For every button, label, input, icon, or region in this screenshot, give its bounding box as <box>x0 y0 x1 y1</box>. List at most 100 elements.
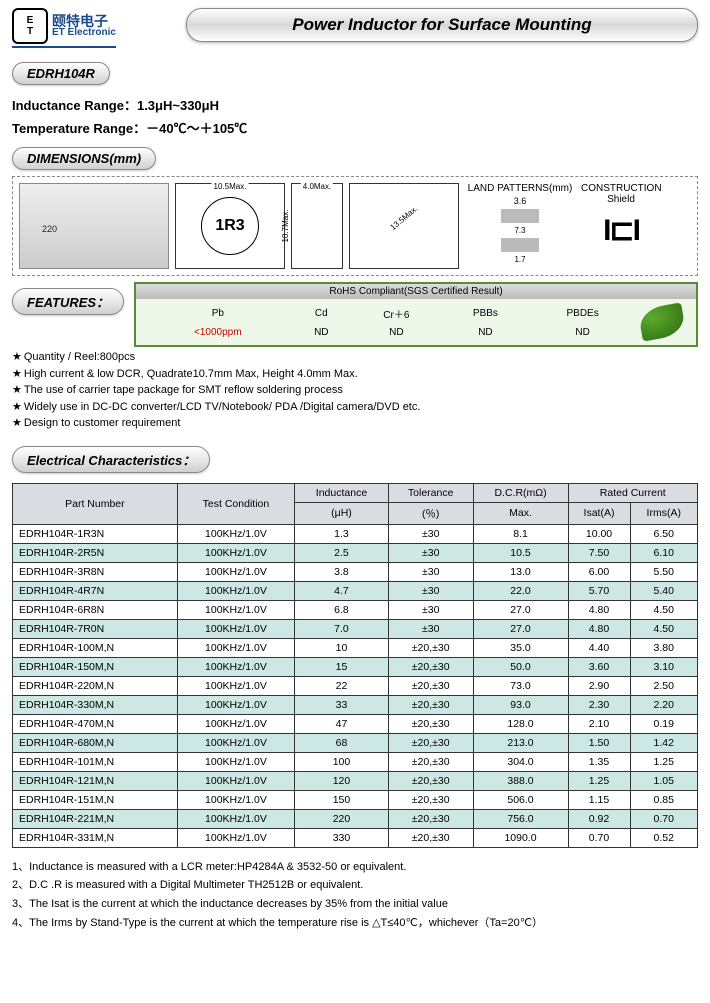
cell-test: 100KHz/1.0V <box>177 714 294 733</box>
cell-part: EDRH104R-101M,N <box>13 752 178 771</box>
rohs-box: RoHS Compliant(SGS Certified Result) PbC… <box>134 282 698 347</box>
note-line: 4、The Irms by Stand-Type is the current … <box>12 914 698 933</box>
constr-title: CONSTRUCTION <box>581 183 661 194</box>
cell-dcr: 50.0 <box>473 657 568 676</box>
cell-ind: 150 <box>295 790 389 809</box>
cell-tol: ±20,±30 <box>388 809 473 828</box>
rohs-header: RoHS Compliant(SGS Certified Result) <box>136 284 696 299</box>
drawing-side: 4.0Max. <box>291 183 343 269</box>
cell-test: 100KHz/1.0V <box>177 828 294 847</box>
rohs-val: ND <box>351 325 442 341</box>
cell-dcr: 13.0 <box>473 562 568 581</box>
cell-ind: 2.5 <box>295 543 389 562</box>
cell-isat: 3.60 <box>568 657 630 676</box>
col-ind-sub: (μH) <box>295 502 389 524</box>
cell-tol: ±30 <box>388 562 473 581</box>
cell-isat: 2.10 <box>568 714 630 733</box>
cell-tol: ±20,±30 <box>388 657 473 676</box>
cell-ind: 10 <box>295 638 389 657</box>
leaf-icon <box>638 302 687 341</box>
col-isat: Isat(A) <box>568 502 630 524</box>
table-row: EDRH104R-7R0N 100KHz/1.0V 7.0 ±30 27.0 4… <box>13 619 698 638</box>
dim-side-h: 4.0Max. <box>301 182 333 191</box>
cell-irms: 0.52 <box>630 828 698 847</box>
cell-tol: ±30 <box>388 600 473 619</box>
constr-sub: Shield <box>581 194 661 205</box>
col-tol-sub: (％) <box>388 502 473 524</box>
cell-test: 100KHz/1.0V <box>177 543 294 562</box>
notes: 1、Inductance is measured with a LCR mete… <box>12 858 698 933</box>
land-pad <box>501 209 539 223</box>
logo: E T 颐特电子 ET Electronic <box>12 8 116 48</box>
cell-dcr: 756.0 <box>473 809 568 828</box>
cell-ind: 6.8 <box>295 600 389 619</box>
cell-ind: 7.0 <box>295 619 389 638</box>
col-irms: Irms(A) <box>630 502 698 524</box>
cell-part: EDRH104R-470M,N <box>13 714 178 733</box>
cell-dcr: 8.1 <box>473 524 568 543</box>
cell-isat: 1.50 <box>568 733 630 752</box>
cell-isat: 1.35 <box>568 752 630 771</box>
cell-test: 100KHz/1.0V <box>177 752 294 771</box>
rohs-col: PBDEs <box>529 303 636 325</box>
cell-tol: ±20,±30 <box>388 676 473 695</box>
note-line: 2、D.C .R is measured with a Digital Mult… <box>12 876 698 895</box>
spec-line: Inductance Range：1.3μH~330μH <box>12 95 698 114</box>
logo-mark-top: E <box>27 15 34 26</box>
cell-test: 100KHz/1.0V <box>177 657 294 676</box>
cell-tol: ±30 <box>388 581 473 600</box>
cell-dcr: 304.0 <box>473 752 568 771</box>
product-photo <box>19 183 169 269</box>
table-row: EDRH104R-680M,N 100KHz/1.0V 68 ±20,±30 2… <box>13 733 698 752</box>
cell-tol: ±20,±30 <box>388 771 473 790</box>
cell-test: 100KHz/1.0V <box>177 524 294 543</box>
dim-height: 10.7Max. <box>281 210 290 243</box>
cell-isat: 0.70 <box>568 828 630 847</box>
cell-isat: 4.40 <box>568 638 630 657</box>
table-row: EDRH104R-220M,N 100KHz/1.0V 22 ±20,±30 7… <box>13 676 698 695</box>
table-row: EDRH104R-151M,N 100KHz/1.0V 150 ±20,±30 … <box>13 790 698 809</box>
table-row: EDRH104R-330M,N 100KHz/1.0V 33 ±20,±30 9… <box>13 695 698 714</box>
cell-dcr: 10.5 <box>473 543 568 562</box>
rohs-col: Cd <box>292 303 352 325</box>
features-list: Quantity / Reel:800pcsHigh current & low… <box>12 349 698 432</box>
cell-part: EDRH104R-3R8N <box>13 562 178 581</box>
cell-part: EDRH104R-220M,N <box>13 676 178 695</box>
col-ind: Inductance <box>295 483 389 502</box>
cell-part: EDRH104R-1R3N <box>13 524 178 543</box>
cell-irms: 3.80 <box>630 638 698 657</box>
cell-isat: 2.90 <box>568 676 630 695</box>
dim-diag: 13.5Max. <box>389 204 420 232</box>
col-part: Part Number <box>13 483 178 524</box>
cell-tol: ±20,±30 <box>388 714 473 733</box>
cell-ind: 4.7 <box>295 581 389 600</box>
cell-test: 100KHz/1.0V <box>177 581 294 600</box>
cell-isat: 5.70 <box>568 581 630 600</box>
cell-irms: 5.50 <box>630 562 698 581</box>
cell-test: 100KHz/1.0V <box>177 695 294 714</box>
cell-test: 100KHz/1.0V <box>177 733 294 752</box>
cell-ind: 33 <box>295 695 389 714</box>
land-h: 1.7 <box>465 255 575 264</box>
cell-irms: 0.19 <box>630 714 698 733</box>
col-dcr: D.C.R(mΩ) <box>473 483 568 502</box>
land-pad <box>501 238 539 252</box>
table-row: EDRH104R-2R5N 100KHz/1.0V 2.5 ±30 10.5 7… <box>13 543 698 562</box>
table-row: EDRH104R-150M,N 100KHz/1.0V 15 ±20,±30 5… <box>13 657 698 676</box>
cell-irms: 5.40 <box>630 581 698 600</box>
cell-test: 100KHz/1.0V <box>177 790 294 809</box>
cell-irms: 6.50 <box>630 524 698 543</box>
rohs-table: PbCdCr＋6PBBsPBDEs <1000ppmNDNDNDND <box>144 303 688 341</box>
cell-dcr: 128.0 <box>473 714 568 733</box>
cell-test: 100KHz/1.0V <box>177 600 294 619</box>
cell-ind: 15 <box>295 657 389 676</box>
part-family-pill: EDRH104R <box>12 62 110 85</box>
table-row: EDRH104R-101M,N 100KHz/1.0V 100 ±20,±30 … <box>13 752 698 771</box>
cell-isat: 10.00 <box>568 524 630 543</box>
land-w: 3.6 <box>465 196 575 206</box>
cell-dcr: 93.0 <box>473 695 568 714</box>
cell-part: EDRH104R-7R0N <box>13 619 178 638</box>
cell-dcr: 22.0 <box>473 581 568 600</box>
feature-item: The use of carrier tape package for SMT … <box>12 382 698 399</box>
drawing-iso: 13.5Max. <box>349 183 459 269</box>
